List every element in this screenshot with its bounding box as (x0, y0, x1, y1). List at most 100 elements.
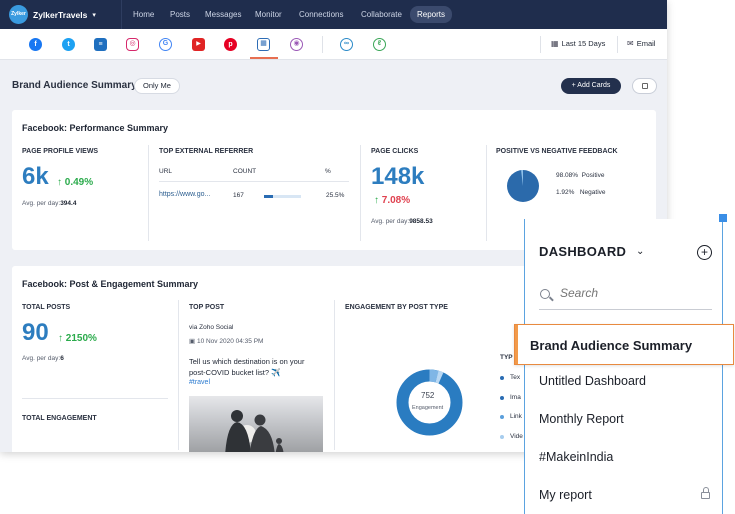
network-bar: f t ≡ ◎ G ▶ p ▦ ◉ ∞ ℓ ▦ Last 15 Days ✉ Ema… (0, 29, 667, 60)
settings-icon (642, 83, 648, 89)
pinterest-icon[interactable]: p (224, 38, 237, 51)
legend-dot (500, 435, 504, 439)
dashboard-title[interactable]: DASHBOARD (539, 244, 627, 259)
feedback-pie-chart (507, 170, 539, 202)
metric-change-value: 2150% (65, 333, 97, 344)
legend-dot (500, 415, 504, 419)
donut-segment-video (435, 370, 444, 384)
feedback-positive-pct: 98.08% (556, 172, 579, 179)
dashboard-item-makeinindia[interactable]: #MakeinIndia (539, 450, 614, 464)
google-icon[interactable]: G (159, 38, 172, 51)
post-image[interactable] (189, 396, 323, 452)
metric-average: Avg. per day:6 (22, 355, 64, 362)
resize-handle[interactable] (719, 214, 727, 222)
metric-average: Avg. per day:9858.53 (371, 218, 433, 225)
search-input[interactable] (560, 285, 710, 301)
facebook-icon[interactable]: f (29, 38, 42, 51)
date-range-label: Last 15 Days (561, 39, 606, 48)
legend-item: Ima (510, 394, 521, 401)
avg-label: Avg. per day: (22, 355, 61, 362)
metric-change-value: 7.08% (381, 195, 411, 206)
zoho-brand-icon[interactable]: ∞ (340, 38, 353, 51)
post-source: via Zoho Social (189, 324, 234, 331)
zoho-rss-icon[interactable]: ℓ (373, 38, 386, 51)
engagement-donut-chart (396, 369, 463, 436)
trello-icon[interactable]: ≡ (94, 38, 107, 51)
visibility-button[interactable]: Only Me (134, 78, 180, 94)
referrer-url-link[interactable]: https://www.go... (159, 191, 211, 198)
add-cards-button[interactable]: + Add Cards (561, 78, 621, 94)
linkedin-icon[interactable]: ▦ (257, 38, 270, 51)
nav-collaborate[interactable]: Collaborate (361, 10, 402, 19)
active-indicator (515, 325, 518, 364)
top-nav: Zylker Travels ZylkerTravels ▾ Home Post… (0, 0, 667, 36)
referrer-percent: 25.5% (326, 192, 345, 199)
legend-dot (500, 376, 504, 380)
column-header-count: COUNT (233, 168, 257, 175)
post-date-value: 10 Nov 2020 04:35 PM (196, 338, 264, 345)
email-button[interactable]: ✉ Email (627, 39, 655, 48)
toolbar-divider (540, 36, 541, 53)
metric-label: PAGE CLICKS (371, 148, 419, 155)
instagram-icon[interactable]: ◎ (126, 38, 139, 51)
nav-monitor[interactable]: Monitor (255, 10, 282, 19)
settings-button[interactable] (632, 78, 657, 94)
card-title: Facebook: Performance Summary (22, 123, 169, 133)
post-hashtag[interactable]: #travel (189, 379, 211, 386)
chevron-down-icon[interactable]: ⌄ (636, 246, 645, 257)
dashboard-item-untitled[interactable]: Untitled Dashboard (539, 374, 647, 388)
metric-label: ENGAGEMENT BY POST TYPE (345, 304, 448, 311)
nav-home[interactable]: Home (133, 10, 155, 19)
calendar-icon: ▦ (551, 39, 559, 48)
dashboard-item-monthly-report[interactable]: Monthly Report (539, 412, 624, 426)
referrer-share-fill (264, 195, 274, 198)
mastodon-icon[interactable]: ◉ (290, 38, 303, 51)
metric-value: 148k (371, 163, 425, 190)
dashboard-item-brand-audience-summary[interactable]: Brand Audience Summary (514, 324, 734, 365)
metric-label: TOTAL ENGAGEMENT (22, 415, 97, 422)
avg-value: 6 (60, 355, 64, 362)
avg-label: Avg. per day: (22, 200, 61, 207)
metric-change: ↑ 0.49% (57, 177, 93, 188)
search-underline (539, 309, 712, 310)
twitter-icon[interactable]: t (62, 38, 75, 51)
date-range-button[interactable]: ▦ Last 15 Days (551, 39, 605, 48)
metric-label: TOP EXTERNAL REFERRER (159, 148, 254, 155)
nav-connections[interactable]: Connections (299, 10, 344, 19)
dashboard-item-my-report[interactable]: My report (539, 488, 592, 502)
metric-label: POSITIVE VS NEGATIVE FEEDBACK (496, 148, 618, 155)
metric-average: Avg. per day:394.4 (22, 200, 76, 207)
youtube-icon[interactable]: ▶ (192, 38, 205, 51)
column-divider (360, 145, 361, 241)
email-label: Email (636, 39, 656, 48)
search-icon (540, 289, 550, 299)
divider (159, 181, 349, 182)
metric-label: TOP POST (189, 304, 225, 311)
feedback-positive-label: Positive (581, 172, 605, 179)
legend-item: Vide (510, 433, 523, 440)
metric-label: PAGE PROFILE VIEWS (22, 148, 99, 155)
brand-switcher[interactable]: Zylker Travels ZylkerTravels ▾ (9, 5, 96, 36)
post-text: Tell us which destination is on your pos… (189, 357, 305, 377)
mail-icon: ✉ (627, 39, 634, 48)
add-dashboard-icon[interactable]: + (697, 245, 712, 260)
legend-header: TYP (500, 354, 513, 361)
nav-posts[interactable]: Posts (170, 10, 191, 19)
nav-messages[interactable]: Messages (205, 10, 242, 19)
metric-change-value: 0.49% (64, 177, 94, 188)
chevron-down-icon: ▾ (92, 11, 96, 19)
arrow-up-icon: ↑ (58, 333, 66, 344)
referrer-count: 167 (233, 192, 244, 199)
arrow-up-icon: ↑ (374, 195, 382, 206)
metric-label: TOTAL POSTS (22, 304, 71, 311)
toolbar-divider (617, 36, 618, 53)
brand-name: ZylkerTravels (33, 9, 88, 20)
dashboard-item-label: Brand Audience Summary (530, 338, 693, 353)
nav-divider (121, 0, 122, 29)
avg-label: Avg. per day: (371, 218, 410, 225)
legend-item: Link (510, 413, 522, 420)
nav-reports[interactable]: Reports (410, 6, 453, 23)
donut-total-label: Engagement (412, 405, 444, 411)
divider (22, 398, 168, 399)
avg-value: 394.4 (60, 200, 77, 207)
